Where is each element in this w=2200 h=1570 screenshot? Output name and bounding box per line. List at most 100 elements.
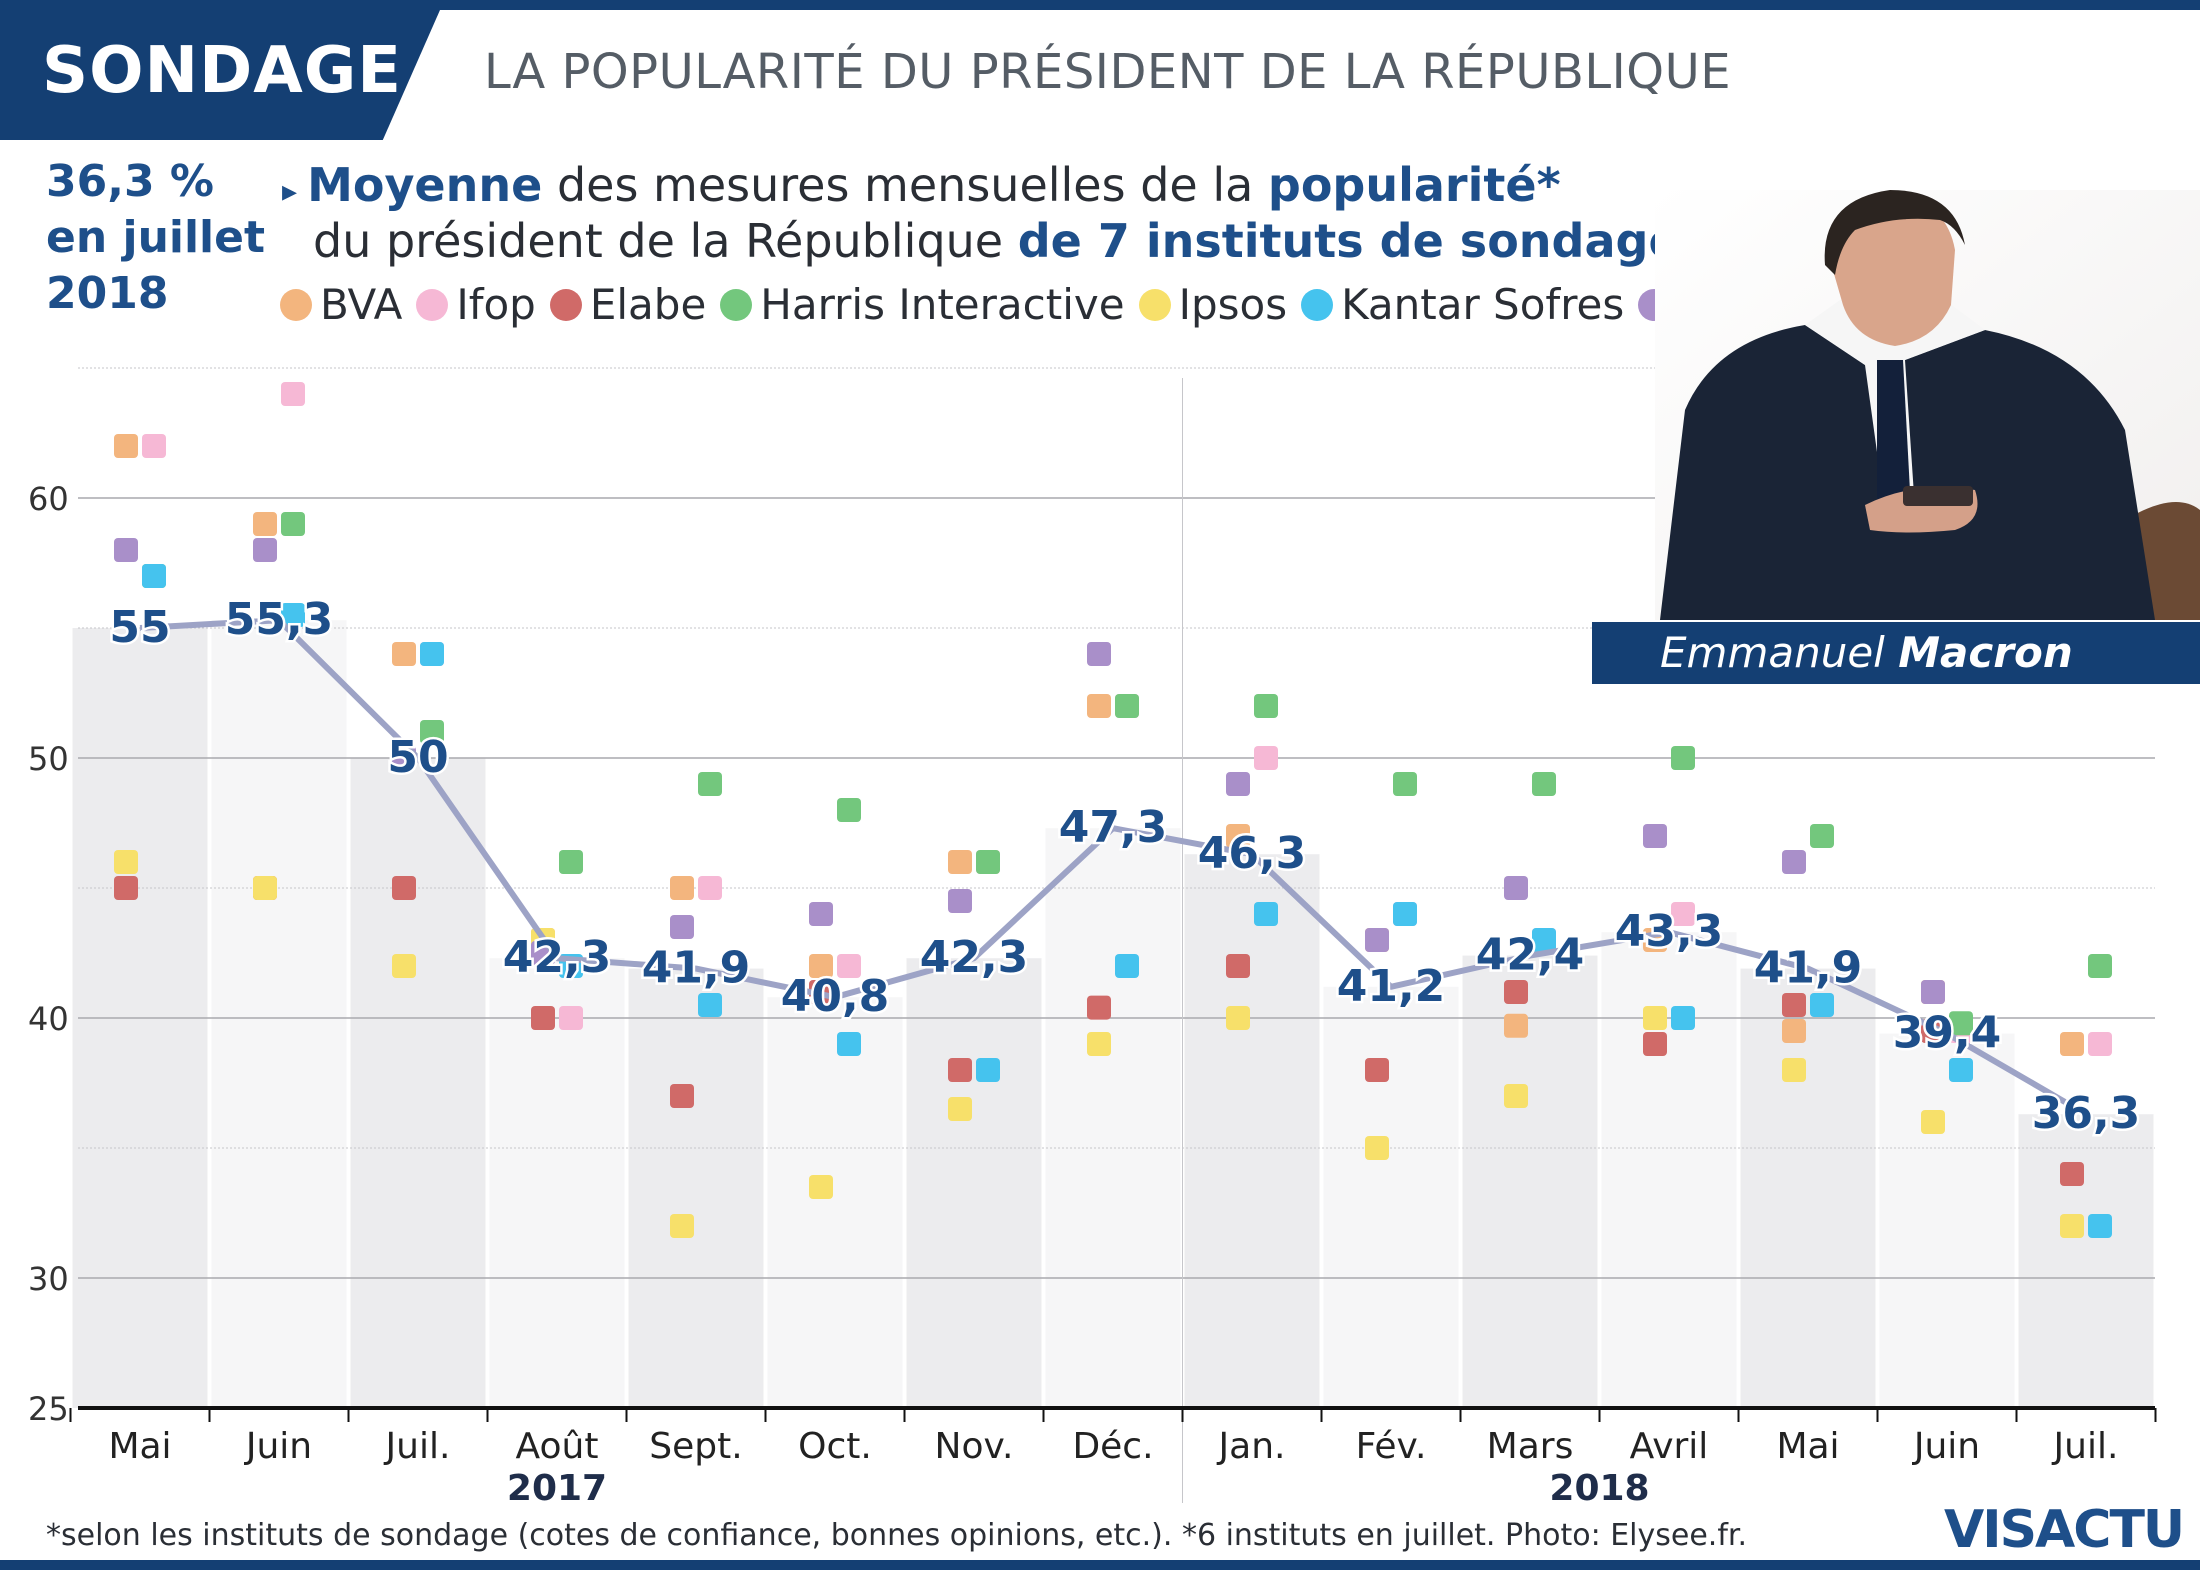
x-tick-label: Mai <box>108 1426 171 1467</box>
highlight-figure: 36,3 % en juillet 2018 <box>46 154 286 322</box>
legend-label: BVA <box>320 280 403 329</box>
column-band <box>906 958 1042 1408</box>
column-band <box>1045 828 1181 1408</box>
poll-point-ipsos <box>1365 1136 1389 1160</box>
average-value-label: 50 <box>387 732 448 783</box>
portrait-illustration <box>1655 190 2200 620</box>
caption-first-name: Emmanuel <box>1660 628 1885 677</box>
poll-point-kantar-sofres <box>1393 902 1417 926</box>
legend-label: Elabe <box>589 280 707 329</box>
poll-point-ipsos <box>948 1097 972 1121</box>
poll-point-ipsos <box>114 850 138 874</box>
poll-point-harris-interactive <box>420 720 444 744</box>
average-value-label: 41,2 <box>1337 961 1446 1012</box>
average-value-label: 41,9 <box>1754 943 1863 994</box>
poll-point-kantar-sofres <box>1115 954 1139 978</box>
average-value-label: 39,4 <box>1893 1008 2002 1059</box>
poll-point-harris-interactive <box>976 850 1000 874</box>
bottom-bar <box>0 1560 2200 1570</box>
poll-point-ifop <box>559 1006 583 1030</box>
x-tick-label: Avril <box>1630 1426 1709 1467</box>
column-band <box>2018 1114 2154 1408</box>
poll-point-ipsos <box>1087 1032 1111 1056</box>
poll-point-bva <box>670 876 694 900</box>
poll-point-ipsos <box>1226 1006 1250 1030</box>
legend-dot-icon <box>549 288 582 321</box>
legend-dot-icon <box>720 288 753 321</box>
poll-point-kantar-sofres <box>1532 928 1556 952</box>
poll-point-harris-interactive <box>1810 824 1834 848</box>
column-band <box>489 958 625 1408</box>
caption-last-name: Macron <box>1898 628 2073 677</box>
poll-point-elabe <box>392 876 416 900</box>
poll-point-odoxa <box>1365 928 1389 952</box>
legend-label: Ifop <box>456 280 536 329</box>
legend-dot-icon <box>416 288 449 321</box>
poll-point-ipsos <box>253 876 277 900</box>
poll-point-bva <box>1782 1019 1806 1043</box>
x-tick-label: Juin <box>244 1426 312 1467</box>
column-band <box>1462 955 1598 1408</box>
poll-point-ipsos <box>2060 1214 2084 1238</box>
poll-point-harris-interactive <box>281 512 305 536</box>
badge-label: SONDAGE <box>42 34 402 108</box>
poll-point-harris-interactive <box>837 798 861 822</box>
x-tick-label: Août <box>516 1426 599 1467</box>
poll-point-elabe <box>1365 1058 1389 1082</box>
poll-point-elabe <box>2060 1162 2084 1186</box>
poll-point-kantar-sofres <box>1810 993 1834 1017</box>
poll-point-odoxa <box>1643 824 1667 848</box>
poll-point-ipsos <box>809 1175 833 1199</box>
poll-point-bva <box>253 512 277 536</box>
poll-point-ipsos <box>670 1214 694 1238</box>
poll-point-odoxa <box>1226 772 1250 796</box>
poll-point-odoxa <box>1504 876 1528 900</box>
poll-point-odoxa <box>114 538 138 562</box>
poll-point-harris-interactive <box>1115 694 1139 718</box>
portrait-photo <box>1655 190 2200 620</box>
poll-point-elabe <box>1643 1032 1667 1056</box>
column-band <box>211 620 347 1408</box>
x-tick-label: Déc. <box>1072 1426 1153 1467</box>
poll-point-harris-interactive <box>2088 954 2112 978</box>
arrow-icon: ▸ <box>282 174 298 209</box>
column-band <box>767 997 903 1408</box>
legend-dot-icon <box>1138 288 1171 321</box>
y-tick-label: 40 <box>28 1000 69 1038</box>
poll-point-bva <box>1226 824 1250 848</box>
legend-item: Harris Interactive <box>720 280 1125 329</box>
average-value-label: 36,3 <box>2032 1088 2141 1139</box>
average-value-label: 42,4 <box>1476 930 1585 981</box>
x-tick-label: Sept. <box>649 1426 742 1467</box>
y-tick-label: 50 <box>28 740 69 778</box>
subtitle-star: * <box>1536 158 1561 212</box>
legend-label: Ipsos <box>1178 280 1288 329</box>
photo-caption: Emmanuel Macron <box>1592 622 2200 684</box>
poll-point-elabe <box>1782 993 1806 1017</box>
column-band <box>1740 968 1876 1408</box>
subtitle-emphasis-average: Moyenne <box>307 158 543 212</box>
footnote: *selon les instituts de sondage (cotes d… <box>46 1518 1748 1553</box>
poll-point-ifop <box>2088 1032 2112 1056</box>
average-value-label: 43,3 <box>1615 906 1724 957</box>
visactu-logo: VISACTU <box>1944 1500 2185 1560</box>
column-band <box>628 968 764 1408</box>
poll-point-elabe <box>114 876 138 900</box>
poll-point-bva <box>1504 1013 1528 1038</box>
x-tick-label: Juil. <box>2052 1426 2119 1467</box>
poll-point-odoxa <box>948 889 972 913</box>
poll-point-ipsos <box>1504 1084 1528 1108</box>
x-tick-label: Mars <box>1487 1426 1574 1467</box>
column-band <box>1323 986 1459 1408</box>
poll-point-harris-interactive <box>1532 772 1556 796</box>
legend-item: Kantar Sofres <box>1301 280 1624 329</box>
headline: LA POPULARITÉ DU PRÉSIDENT DE LA RÉPUBLI… <box>484 44 1732 100</box>
poll-point-harris-interactive <box>559 850 583 874</box>
poll-point-ipsos <box>392 954 416 978</box>
poll-point-ifop <box>1671 902 1695 926</box>
poll-point-harris-interactive <box>1393 772 1417 796</box>
poll-point-ipsos <box>1643 1006 1667 1030</box>
poll-point-bva <box>392 642 416 666</box>
poll-point-elabe <box>948 1058 972 1082</box>
